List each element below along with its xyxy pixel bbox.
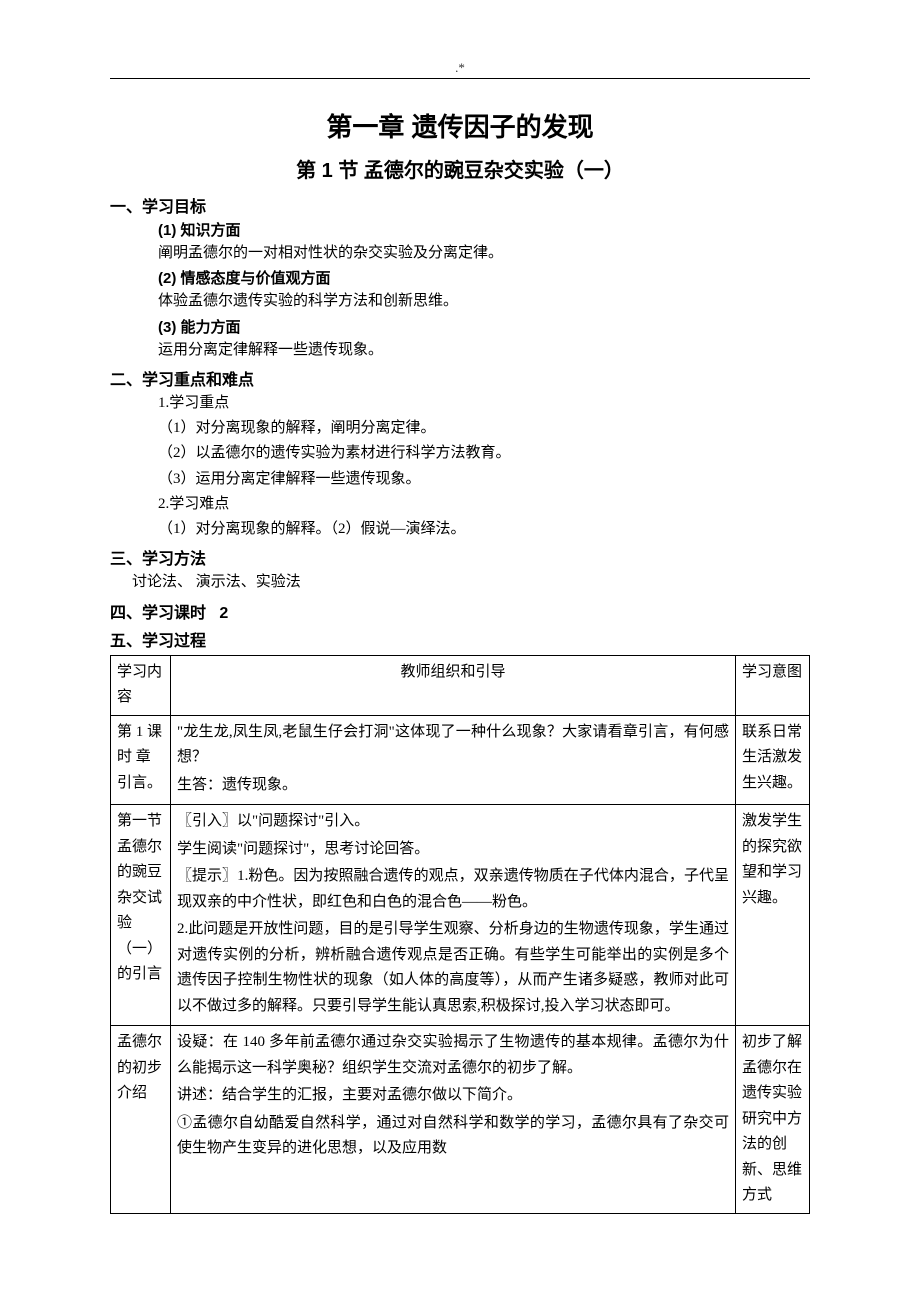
heading-periods: 四、学习课时 2 <box>110 599 810 623</box>
heading-focus: 二、学习重点和难点 <box>110 366 810 390</box>
focus-key-2: （2）以孟德尔的遗传实验为素材进行科学方法教育。 <box>158 442 810 465</box>
heading-process: 五、学习过程 <box>110 627 810 651</box>
cell-r3-c1: 孟德尔的初步介绍 <box>111 1026 171 1214</box>
table-header-1: 学习内容 <box>111 655 171 715</box>
section-title: 第 1 节 孟德尔的豌豆杂交实验（一） <box>110 154 810 183</box>
cell-para: "龙生龙,凤生凤,老鼠生仔会打洞"这体现了一种什么现象？大家请看章引言，有何感想… <box>177 720 729 771</box>
cell-para: 2.此问题是开放性问题，目的是引导学生观察、分析身边的生物遗传现象，学生通过对遗… <box>177 917 729 1019</box>
focus-hard-label: 2.学习难点 <box>158 493 810 516</box>
focus-key-label: 1.学习重点 <box>158 392 810 415</box>
cell-para: 〖引入〗以"问题探讨"引入。 <box>177 809 729 835</box>
cell-r1-c1: 第 1 课时 章引言。 <box>111 715 171 805</box>
focus-key-1: （1）对分离现象的解释，阐明分离定律。 <box>158 417 810 440</box>
chapter-title: 第一章 遗传因子的发现 <box>110 107 810 144</box>
heading-goals: 一、学习目标 <box>110 193 810 217</box>
goals-item-2-label: (2) 情感态度与价值观方面 <box>158 267 810 288</box>
periods-value: 2 <box>219 605 228 622</box>
cell-r1-c2: "龙生龙,凤生凤,老鼠生仔会打洞"这体现了一种什么现象？大家请看章引言，有何感想… <box>171 715 736 805</box>
goals-item-1-text: 阐明孟德尔的一对相对性状的杂交实验及分离定律。 <box>158 242 810 265</box>
focus-hard-1: （1）对分离现象的解释。（2）假说—演绎法。 <box>158 518 810 541</box>
cell-r2-c3: 激发学生的探究欲望和学习兴趣。 <box>736 805 810 1026</box>
cell-para: 讲述：结合学生的汇报，主要对孟德尔做以下简介。 <box>177 1083 729 1109</box>
cell-r2-c1: 第一节孟德尔的豌豆杂交试验（一）的引言 <box>111 805 171 1026</box>
cell-r1-c3: 联系日常生活激发生兴趣。 <box>736 715 810 805</box>
table-row: 孟德尔的初步介绍 设疑：在 140 多年前孟德尔通过杂交实验揭示了生物遗传的基本… <box>111 1026 810 1214</box>
goals-item-1-label: (1) 知识方面 <box>158 219 810 240</box>
cell-r2-c2: 〖引入〗以"问题探讨"引入。 学生阅读"问题探讨"，思考讨论回答。 〖提示〗1.… <box>171 805 736 1026</box>
table-header-2: 教师组织和引导 <box>171 655 736 715</box>
table-header-row: 学习内容 教师组织和引导 学习意图 <box>111 655 810 715</box>
cell-para: 生答：遗传现象。 <box>177 773 729 799</box>
table-header-3: 学习意图 <box>736 655 810 715</box>
goals-item-3-label: (3) 能力方面 <box>158 316 810 337</box>
table-row: 第 1 课时 章引言。 "龙生龙,凤生凤,老鼠生仔会打洞"这体现了一种什么现象？… <box>111 715 810 805</box>
cell-r3-c2: 设疑：在 140 多年前孟德尔通过杂交实验揭示了生物遗传的基本规律。孟德尔为什么… <box>171 1026 736 1214</box>
process-table: 学习内容 教师组织和引导 学习意图 第 1 课时 章引言。 "龙生龙,凤生凤,老… <box>110 655 810 1214</box>
cell-para: ①孟德尔自幼酷爱自然科学，通过对自然科学和数学的学习，孟德尔具有了杂交可使生物产… <box>177 1111 729 1162</box>
cell-r3-c3: 初步了解孟德尔在遗传实验研究中方法的创新、思维方式 <box>736 1026 810 1214</box>
cell-para: 设疑：在 140 多年前孟德尔通过杂交实验揭示了生物遗传的基本规律。孟德尔为什么… <box>177 1030 729 1081</box>
goals-item-3-text: 运用分离定律解释一些遗传现象。 <box>158 339 810 362</box>
focus-key-3: （3）运用分离定律解释一些遗传现象。 <box>158 468 810 491</box>
cell-para: 〖提示〗1.粉色。因为按照融合遗传的观点，双亲遗传物质在子代体内混合，子代呈现双… <box>177 864 729 915</box>
periods-label: 四、学习课时 <box>110 605 206 622</box>
cell-para: 学生阅读"问题探讨"，思考讨论回答。 <box>177 837 729 863</box>
heading-methods: 三、学习方法 <box>110 545 810 569</box>
table-row: 第一节孟德尔的豌豆杂交试验（一）的引言 〖引入〗以"问题探讨"引入。 学生阅读"… <box>111 805 810 1026</box>
methods-text: 讨论法、 演示法、实验法 <box>132 571 810 594</box>
header-mark: .* <box>110 60 810 76</box>
goals-item-2-text: 体验孟德尔遗传实验的科学方法和创新思维。 <box>158 290 810 313</box>
header-rule <box>110 78 810 79</box>
